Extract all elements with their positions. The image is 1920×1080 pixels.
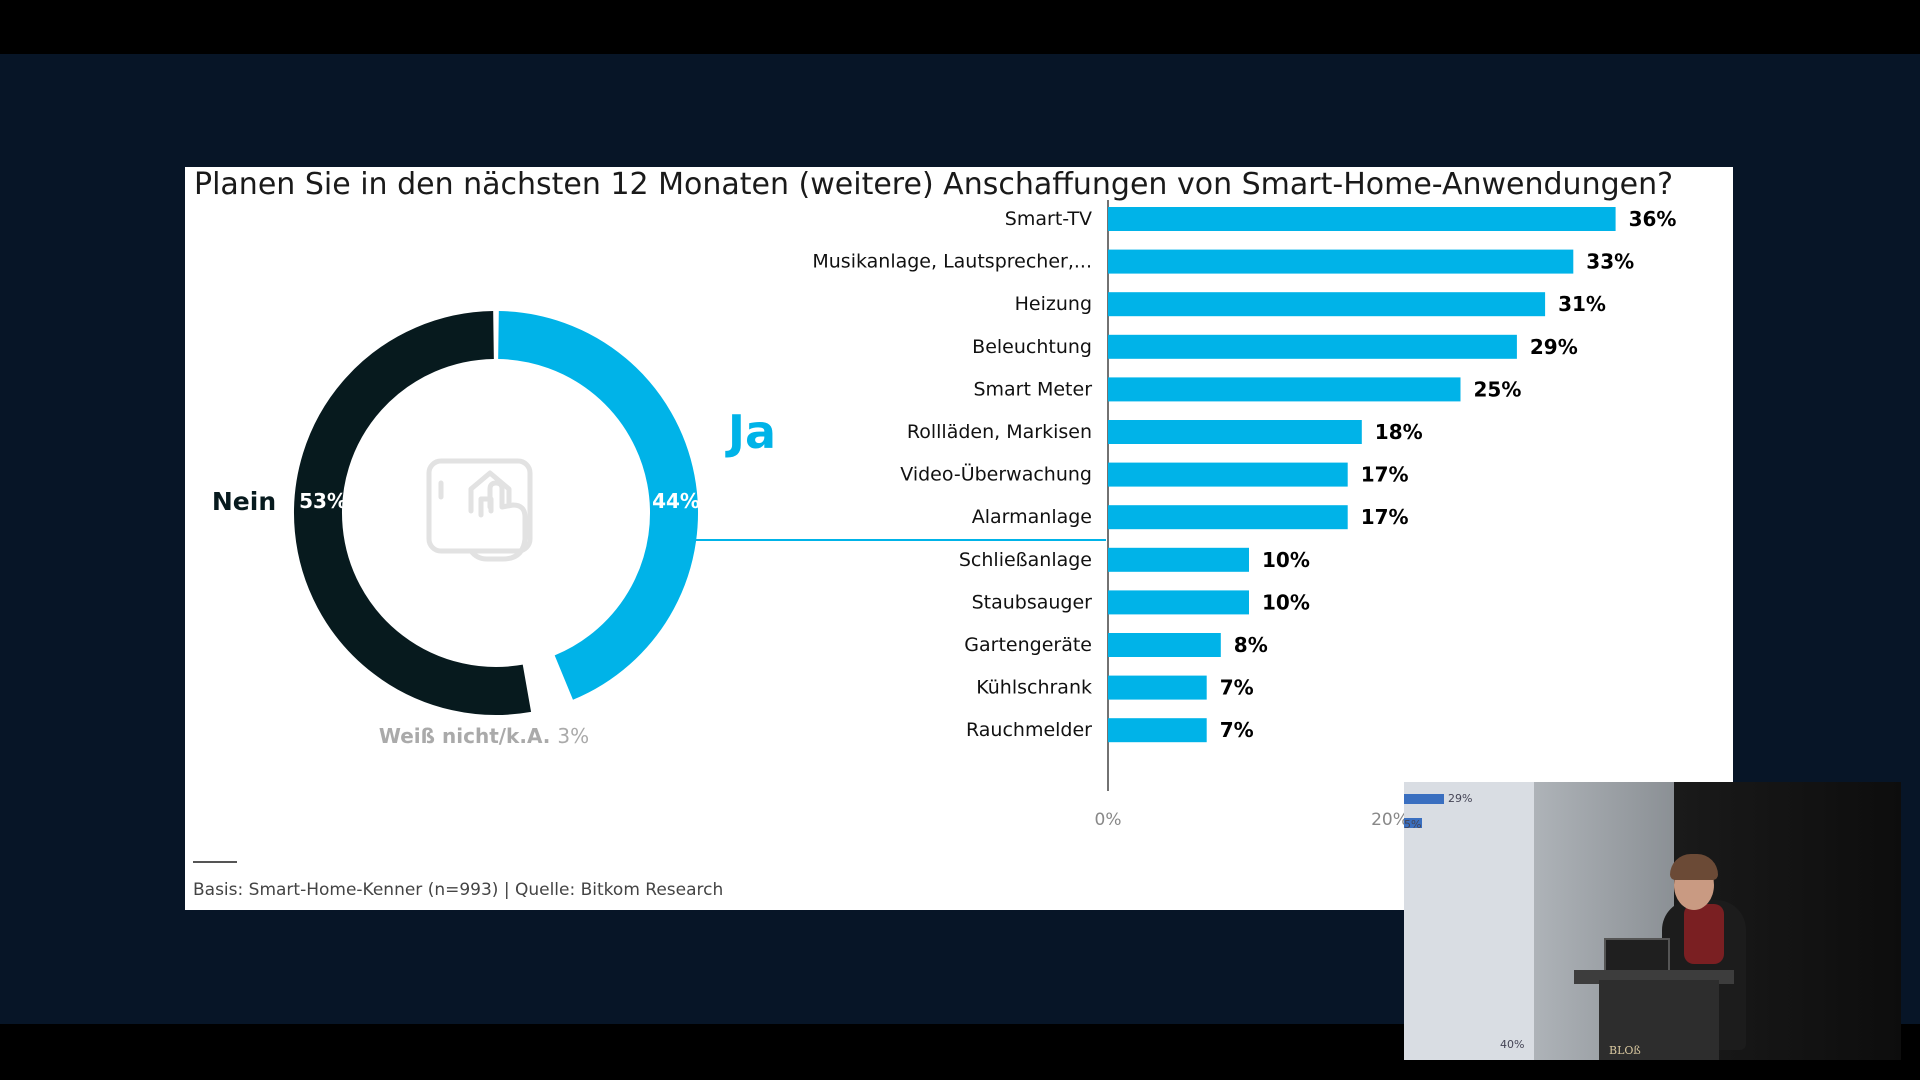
bar [1108,462,1348,487]
bar-value-label: 8% [1234,633,1268,657]
bar-value-label: 36% [1629,207,1677,231]
tablet-smart-home-touch-icon [426,458,533,562]
laptop [1604,938,1670,974]
footer-rule [193,861,237,863]
camera-slide-label: 29% [1448,792,1473,805]
donut-value-label: 53% [299,489,347,513]
bar [1108,505,1348,530]
bar-category-label: Smart-TV [1005,208,1092,230]
bar-category-label: Musikanlage, Lautsprecher,... [812,251,1092,273]
camera-slide-bar [1404,818,1422,828]
x-tick-label: 20% [1371,810,1409,830]
donut-value-label: 44% [652,489,700,513]
podium [1599,980,1719,1060]
bar-value-label: 18% [1375,420,1423,444]
bar-category-label: Smart Meter [973,378,1092,400]
bar-value-label: 31% [1558,292,1606,316]
bar-category-label: Schließanlage [959,549,1092,571]
bar [1108,633,1221,657]
footer-source-note: Basis: Smart-Home-Kenner (n=993) | Quell… [193,880,724,900]
chart-canvas: 53% 44% Nein Ja Weiß nicht/k.A. 3% Smart-TV 3… [212,200,1676,830]
donut-category-label: Ja [725,405,776,459]
camera-slide-label: 5% [1404,818,1422,831]
slide-title: Planen Sie in den nächsten 12 Monaten (w… [194,167,1674,202]
bar-value-label: 7% [1220,676,1254,700]
donut-slice [526,656,568,711]
bar [1108,292,1546,317]
bar [1108,547,1249,572]
bar-value-label: 10% [1262,548,1310,572]
bar-category-label: Rollläden, Markisen [907,421,1092,443]
bar-value-label: 25% [1474,377,1522,401]
bar-value-label: 7% [1220,718,1254,742]
camera-projected-slide: 29% 5% 40% [1404,782,1534,1060]
donut-slice [294,311,532,715]
bar-category-label: Heizung [1015,293,1092,315]
bar-value-label: 33% [1586,250,1634,274]
bar-category-label: Rauchmelder [966,719,1092,741]
donut-chart: 53% 44% Nein Ja Weiß nicht/k.A. 3% [212,311,776,748]
donut-slice [497,311,698,700]
bar [1108,249,1574,274]
camera-slide-bar [1404,794,1444,804]
camera-slide-label: 40% [1500,1038,1525,1051]
speaker-scarf [1684,904,1724,964]
bar-value-label: 17% [1361,463,1409,487]
donut-value-label: 3% [557,724,589,748]
bar-category-label: Kühlschrank [976,677,1092,699]
donut-category-label: Weiß nicht/k.A. 3% [379,724,589,748]
bar [1108,590,1249,615]
bar-category-label: Beleuchtung [972,336,1092,358]
bar [1108,207,1616,231]
bar-category-label: Staubsauger [972,591,1093,613]
bar [1108,420,1362,444]
bar [1108,377,1461,402]
bar-category-label: Alarmanlage [972,506,1092,528]
x-tick-label: 0% [1095,810,1122,830]
bar-category-label: Gartengeräte [964,634,1092,656]
bar [1108,675,1207,700]
speaker-camera-inset: 29% 5% 40% BLOß [1404,782,1901,1060]
presentation-slide: Planen Sie in den nächsten 12 Monaten (w… [185,167,1733,910]
podium-sign: BLOß [1609,1044,1641,1057]
bar-chart: Smart-TV 36% Musikanlage, Lautsprecher,...… [812,200,1676,830]
bar-value-label: 29% [1530,335,1578,359]
bar-value-label: 17% [1361,505,1409,529]
bar [1108,718,1207,743]
speaker-hair [1670,854,1718,880]
bar-value-label: 10% [1262,590,1310,614]
bar [1108,334,1517,359]
donut-category-label: Nein [212,487,276,516]
bar-category-label: Video-Überwachung [900,463,1092,486]
